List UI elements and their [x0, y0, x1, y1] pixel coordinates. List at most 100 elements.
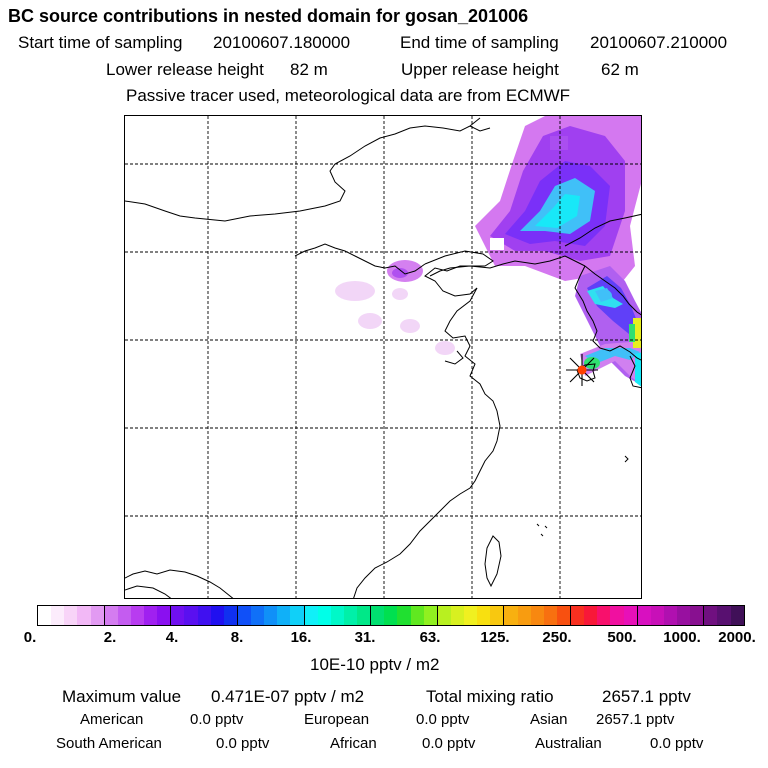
colorbar-segment: [650, 606, 664, 625]
source-south-american-value: 0.0 pptv: [216, 735, 270, 752]
colorbar-segment: [397, 606, 411, 625]
colorbar-segment: [464, 606, 478, 625]
colorbar-segment: [277, 606, 291, 625]
colorbar-segment: [730, 606, 744, 625]
inland-purple-patch: [387, 260, 423, 282]
source-african-label: African: [330, 735, 377, 752]
colorbar-segment: [597, 606, 611, 625]
colorbar-segment: [623, 606, 638, 625]
colorbar-segment: [357, 606, 372, 625]
colorbar-segment: [504, 606, 518, 625]
colorbar-segment: [450, 606, 464, 625]
source-australian-value: 0.0 pptv: [650, 735, 704, 752]
colorbar-tick: 4.: [165, 629, 179, 646]
colorbar-segment: [384, 606, 398, 625]
colorbar-segment: [584, 606, 598, 625]
source-australian-label: Australian: [535, 735, 602, 752]
colorbar-segment: [343, 606, 357, 625]
colorbar-segment: [304, 606, 318, 625]
colorbar-tick: 0.: [23, 629, 37, 646]
release-site-marker: [566, 354, 598, 386]
colorbar-segment: [237, 606, 251, 625]
colorbar-segment: [571, 606, 585, 625]
colorbar-units: 10E-10 pptv / m2: [310, 655, 440, 674]
map-canvas: [125, 116, 641, 598]
colorbar-segment: [38, 606, 52, 625]
colorbar-segment: [104, 606, 118, 625]
colorbar-segment: [77, 606, 91, 625]
colorbar-segment: [90, 606, 105, 625]
colorbar-tick: 2000.: [718, 629, 756, 646]
plot-title: BC source contributions in nested domain…: [8, 6, 529, 26]
start-time-label: Start time of sampling: [18, 33, 183, 52]
upper-release-label: Upper release height: [401, 60, 559, 79]
colorbar-segment: [144, 606, 158, 625]
colorbar-tick: 1000.: [663, 629, 701, 646]
colorbar-segment: [130, 606, 144, 625]
total-mixing-label: Total mixing ratio: [426, 687, 554, 706]
low-concentration-patches: [335, 281, 455, 355]
source-european-label: European: [304, 711, 370, 728]
colorbar-segment: [704, 606, 718, 625]
colorbar-tick: 31.: [354, 629, 376, 646]
colorbar-segment: [717, 606, 731, 625]
source-african-value: 0.0 pptv: [422, 735, 476, 752]
colorbar-segment: [663, 606, 677, 625]
colorbar-segment: [677, 606, 691, 625]
colorbar-segment: [410, 606, 424, 625]
colorbar-segment: [184, 606, 198, 625]
colorbar-tick: 250.: [542, 629, 572, 646]
colorbar-segment: [117, 606, 131, 625]
start-time-value: 20100607.180000: [213, 33, 351, 52]
upper-release-value: 62 m: [601, 60, 639, 79]
colorbar-segment: [371, 606, 385, 625]
colorbar-tick: 8.: [230, 629, 244, 646]
colorbar-segment: [64, 606, 78, 625]
end-time-value: 20100607.210000: [590, 33, 728, 52]
colorbar: [37, 605, 745, 626]
colorbar-segment: [556, 606, 571, 625]
colorbar-segment: [330, 606, 344, 625]
gosan-plume: [580, 318, 641, 387]
colorbar-segment: [437, 606, 451, 625]
colorbar-segment: [610, 606, 624, 625]
colorbar-tick: 63.: [419, 629, 441, 646]
colorbar-segment: [290, 606, 305, 625]
source-asian-value: 2657.1 pptv: [596, 711, 675, 728]
colorbar-tick: 125.: [480, 629, 510, 646]
plot-subtitle: Passive tracer used, meteorological data…: [126, 86, 571, 105]
lat-lon-grid: [125, 116, 641, 598]
end-time-label: End time of sampling: [400, 33, 559, 52]
coastlines: [125, 117, 641, 598]
map-panel: [124, 115, 642, 599]
colorbar-segment: [317, 606, 331, 625]
colorbar-segment: [690, 606, 705, 625]
source-american-label: American: [80, 711, 144, 728]
colorbar-segment: [51, 606, 65, 625]
max-value-label: Maximum value: [62, 687, 182, 706]
colorbar-tick: 2.: [103, 629, 117, 646]
colorbar-tick: 16.: [290, 629, 312, 646]
max-value: 0.471E-07 pptv / m2: [211, 687, 365, 706]
colorbar-segment: [543, 606, 557, 625]
colorbar-segment: [530, 606, 544, 625]
lower-release-value: 82 m: [290, 60, 328, 79]
lower-release-label: Lower release height: [106, 60, 264, 79]
colorbar-segment: [637, 606, 651, 625]
colorbar-segment: [171, 606, 185, 625]
colorbar-segment: [423, 606, 438, 625]
total-mixing-value: 2657.1 pptv: [602, 687, 691, 706]
colorbar-tick: 500.: [607, 629, 637, 646]
concentration-field: [335, 116, 641, 387]
source-south-american-label: South American: [56, 735, 162, 752]
source-asian-label: Asian: [530, 711, 568, 728]
northern-plume: [475, 116, 641, 291]
source-american-value: 0.0 pptv: [190, 711, 244, 728]
colorbar-segment: [157, 606, 172, 625]
colorbar-segment: [490, 606, 505, 625]
colorbar-segment: [197, 606, 211, 625]
colorbar-segment: [210, 606, 224, 625]
colorbar-segment: [477, 606, 491, 625]
colorbar-segment: [517, 606, 531, 625]
source-european-value: 0.0 pptv: [416, 711, 470, 728]
